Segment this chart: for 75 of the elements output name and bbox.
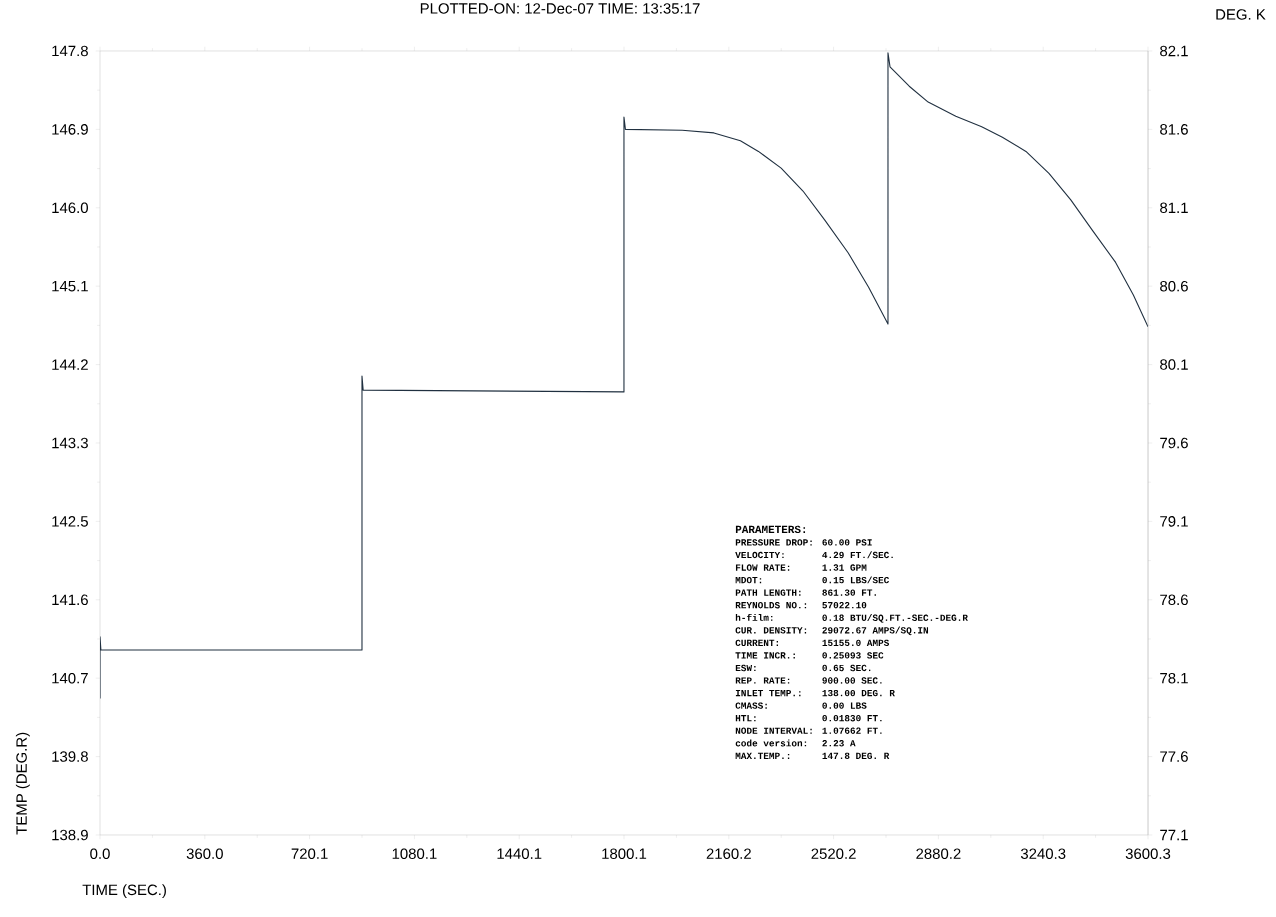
y-tick-label: 147.8 (52, 45, 88, 57)
annotation: 4.29 FT./SEC. (822, 551, 893, 559)
annotation: 0.65 SEC. (822, 664, 871, 672)
x-tick-label: 720.1 (291, 848, 328, 859)
y2-axis-title: DEG. K (1216, 9, 1266, 20)
y2-tick-label: 77.1 (1160, 829, 1188, 841)
y-tick-label: 146.0 (52, 202, 88, 214)
annotation: 861.30 FT. (822, 589, 876, 596)
annotation: 900.00 SEC. (822, 677, 882, 684)
y-tick-label: 139.8 (52, 751, 88, 762)
x-tick-label: 2520.2 (811, 848, 856, 859)
y2-tick-label: 79.1 (1160, 516, 1188, 527)
annotation: 60.00 PSI (822, 539, 872, 546)
annotation: PRESSURE DROP: (735, 539, 812, 546)
x-tick-label: 1440.1 (497, 848, 542, 859)
annotation: 0.18 BTU/SQ.FT.-SEC.-DEG.R (822, 614, 968, 623)
annotation: 0.15 LBS/SEC (822, 576, 890, 584)
line-series (100, 52, 1149, 699)
annotation: REP. RATE: (735, 677, 790, 684)
y-tick-label: 140.7 (52, 672, 88, 684)
y2-tick-label: 82.1 (1160, 45, 1188, 57)
annotation: 29072.67 AMPS/SQ.IN (822, 626, 929, 636)
x-tick-label: 3240.3 (1020, 848, 1066, 859)
annotation: 1.07662 FT. (822, 727, 882, 734)
annotation: 0.00 LBS (822, 702, 867, 709)
annotation: 0.25093 SEC (822, 652, 884, 659)
annotation: 147.8 DEG. R (822, 752, 890, 760)
y2-tick-label: 77.6 (1160, 751, 1188, 762)
y2-tick-label: 80.6 (1160, 280, 1188, 292)
x-tick-label: 1800.1 (602, 848, 647, 859)
annotation: 138.00 DEG. R (822, 689, 895, 697)
y2-tick-label: 79.6 (1160, 437, 1188, 449)
annotation: CUR. DENSITY: (735, 627, 807, 634)
y2-tick-label: 78.6 (1160, 594, 1188, 606)
x-tick-label: 360.0 (186, 848, 223, 859)
annotation: TIME INCR.: (735, 652, 795, 659)
annotation: MAX.TEMP.: (735, 752, 790, 759)
annotation: FLOW RATE: (735, 564, 790, 571)
annotation: MDOT: (735, 576, 762, 584)
annotation: PARAMETERS: (735, 525, 806, 534)
x-tick-label: 2160.2 (706, 848, 751, 859)
y-tick-label: 144.2 (52, 359, 88, 370)
y-tick-label: 138.9 (52, 829, 88, 841)
x-tick-label: 1080.1 (392, 848, 437, 859)
annotation: 0.01830 FT. (822, 715, 882, 722)
y2-tick-label: 81.1 (1160, 202, 1188, 214)
annotation: HTL: (735, 715, 756, 722)
y-tick-label: 143.3 (52, 437, 88, 449)
x-tick-label: 0.0 (90, 848, 110, 859)
y-tick-label: 145.1 (52, 280, 88, 292)
annotation: 57022.10 (822, 602, 867, 609)
annotation: 1.31 GPM (822, 564, 867, 571)
y2-tick-label: 80.1 (1160, 359, 1188, 370)
y-axis-title: TEMP (DEG.R) (15, 732, 30, 835)
annotation: code version: (735, 739, 807, 747)
y2-tick-label: 81.6 (1160, 124, 1188, 135)
annotation: NODE INTERVAL: (735, 727, 812, 734)
x-axis-title: TIME (SEC.) (82, 884, 166, 899)
annotation: VELOCITY: (735, 551, 784, 559)
annotation: ESW: (735, 664, 756, 672)
annotation: PATH LENGTH: (735, 589, 801, 596)
text: PLOTTED-ON: 12-Dec-07 TIME: 13:35:17 (420, 3, 700, 14)
x-tick-label: 3600.3 (1125, 848, 1171, 859)
annotation: 2.23 A (822, 740, 856, 747)
annotation: REYNOLDS NO.: (735, 602, 807, 609)
annotation: 15155.0 AMPS (822, 639, 890, 647)
y2-tick-label: 78.1 (1160, 672, 1188, 684)
annotation: INLET TEMP.: (735, 689, 801, 697)
annotation: CURRENT: (735, 639, 779, 647)
x-tick-label: 2880.2 (916, 848, 961, 859)
annotation: CMASS: (735, 702, 767, 709)
y-tick-label: 146.9 (52, 124, 88, 135)
y-tick-label: 141.6 (52, 594, 88, 606)
annotation: h-film: (735, 613, 773, 621)
y-tick-label: 142.5 (52, 516, 88, 527)
